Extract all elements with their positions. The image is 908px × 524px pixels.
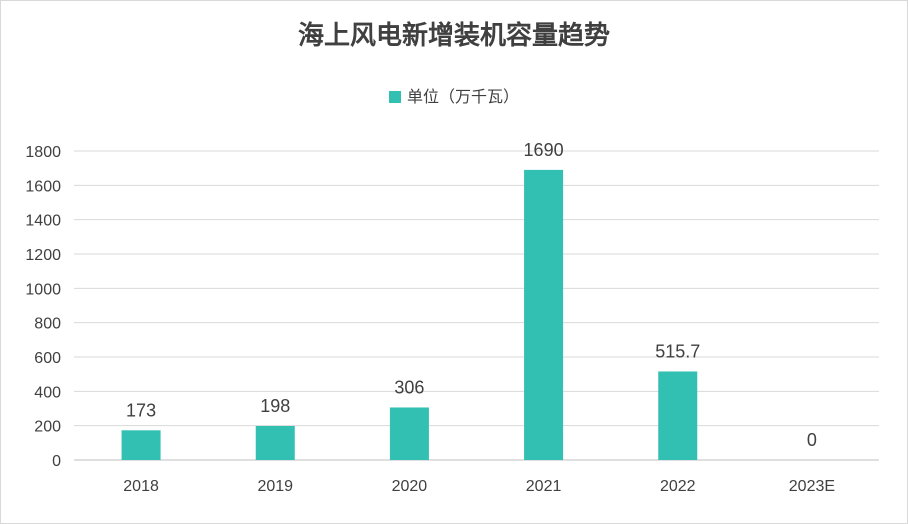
y-tick-label: 0	[52, 453, 61, 470]
data-label: 198	[260, 396, 290, 416]
chart-title: 海上风电新增装机容量趋势	[297, 21, 610, 51]
data-label: 515.7	[655, 341, 700, 361]
legend-label: 单位（万千瓦）	[406, 87, 519, 106]
y-tick-label: 1600	[25, 178, 61, 195]
y-tick-label: 1400	[25, 213, 61, 230]
y-tick-label: 600	[34, 350, 61, 367]
legend-swatch	[388, 90, 401, 103]
x-tick-label: 2019	[257, 478, 293, 495]
y-tick-label: 1000	[25, 281, 61, 298]
x-tick-label: 2022	[660, 478, 696, 495]
y-tick-label: 1800	[25, 144, 61, 161]
y-tick-label: 200	[34, 419, 61, 436]
x-tick-label: 2021	[526, 478, 562, 495]
data-label: 173	[126, 400, 156, 420]
chart-legend: 单位（万千瓦）	[1, 83, 907, 107]
x-tick-label: 2020	[392, 478, 428, 495]
bar	[524, 169, 564, 460]
bar	[658, 371, 698, 460]
bar	[255, 426, 295, 460]
y-tick-label: 400	[34, 384, 61, 401]
x-tick-label: 2018	[123, 478, 159, 495]
x-tick-label: 2023E	[789, 478, 835, 495]
data-label: 306	[394, 377, 424, 397]
bar	[121, 430, 161, 460]
data-label: 0	[807, 430, 817, 450]
bar	[389, 407, 429, 460]
data-label: 1690	[524, 140, 564, 160]
y-tick-label: 1200	[25, 247, 61, 264]
y-tick-label: 800	[34, 316, 61, 333]
